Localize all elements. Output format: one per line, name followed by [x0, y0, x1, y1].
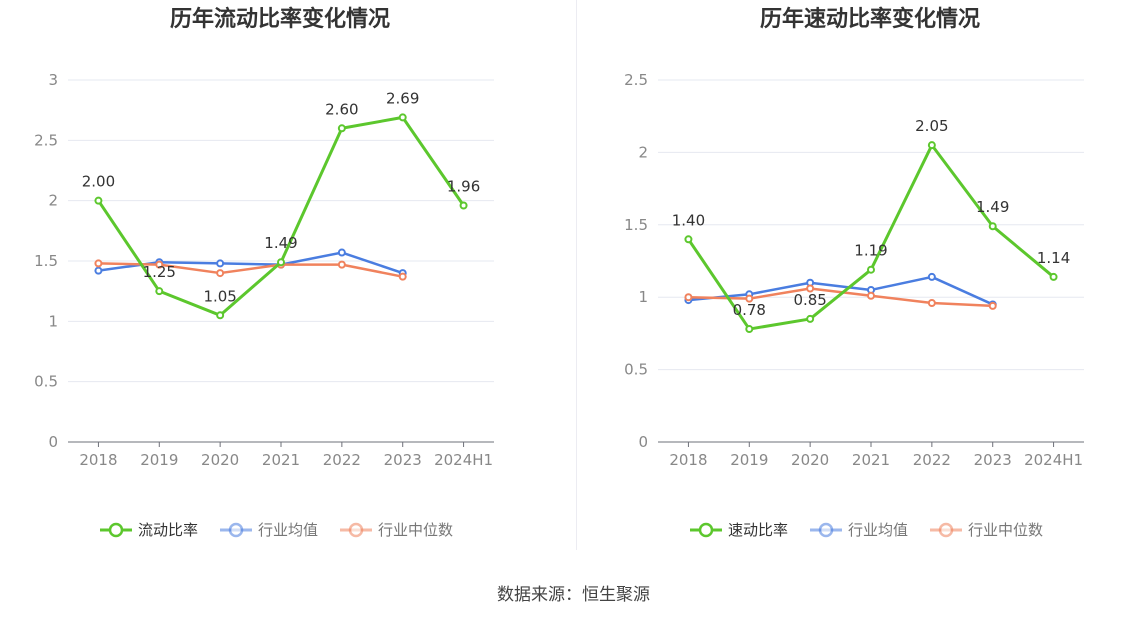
data-label-0-0: 2.00 — [82, 173, 115, 191]
legend-label-0-2: 行业中位数 — [378, 521, 453, 539]
data-label-1-6: 1.14 — [1037, 249, 1070, 267]
series-line-0-2 — [98, 262, 403, 278]
data-point-1-1-4 — [927, 272, 936, 281]
chart-title-0: 历年流动比率变化情况 — [170, 6, 390, 32]
data-point-1-0-5 — [988, 222, 997, 231]
data-point-1-2-5 — [988, 301, 997, 310]
x-tick-label-1-4: 2022 — [913, 451, 951, 469]
data-label-1-1: 0.78 — [733, 301, 766, 319]
y-tick-label-1-5: 2.5 — [624, 71, 648, 89]
legend-marker-0-1 — [228, 522, 244, 538]
data-point-0-2-0 — [94, 259, 103, 268]
data-label-0-4: 2.60 — [325, 100, 358, 118]
data-point-0-0-0 — [94, 196, 103, 205]
legend-marker-1-1 — [818, 522, 834, 538]
series-line-1-1 — [688, 275, 994, 306]
x-tick-label-0-2: 2020 — [201, 451, 239, 469]
y-tick-label-1-0: 0 — [638, 433, 648, 451]
data-point-0-1-4 — [337, 248, 346, 257]
legend-label-0-0: 流动比率 — [138, 521, 198, 539]
x-tick-label-0-5: 2023 — [384, 451, 422, 469]
data-point-1-0-1 — [745, 325, 754, 334]
x-tick-label-1-6: 2024H1 — [1024, 451, 1083, 469]
data-point-1-2-3 — [867, 291, 875, 300]
data-point-1-2-0 — [684, 293, 693, 302]
data-label-1-4: 2.05 — [915, 117, 948, 135]
data-label-0-1: 1.25 — [143, 263, 176, 281]
y-tick-label-0-4: 2 — [48, 192, 58, 210]
data-label-0-2: 1.05 — [203, 287, 236, 305]
legend-label-0-1: 行业均值 — [258, 521, 318, 539]
data-label-0-6: 1.96 — [447, 177, 480, 195]
y-tick-label-0-1: 0.5 — [34, 373, 58, 391]
data-point-1-0-0 — [684, 235, 693, 244]
data-point-0-0-2 — [216, 311, 225, 320]
data-label-1-2: 0.85 — [793, 291, 826, 309]
y-tick-label-0-5: 2.5 — [34, 131, 58, 149]
data-label-1-0: 1.40 — [672, 211, 705, 229]
x-tick-label-0-3: 2021 — [262, 451, 300, 469]
data-point-1-0-4 — [927, 141, 936, 150]
data-point-0-2-2 — [216, 269, 225, 278]
data-point-1-0-6 — [1049, 272, 1058, 281]
data-point-1-2-1 — [745, 294, 754, 303]
data-point-0-2-5 — [398, 272, 407, 281]
data-label-0-3: 1.49 — [264, 234, 297, 252]
data-point-0-2-1 — [155, 260, 164, 269]
panel-divider — [576, 0, 577, 550]
x-tick-label-1-3: 2021 — [852, 451, 890, 469]
data-point-0-0-4 — [337, 124, 346, 133]
data-point-1-2-2 — [806, 284, 815, 293]
legend-marker-0-0 — [108, 522, 124, 538]
x-tick-label-1-5: 2023 — [974, 451, 1012, 469]
data-point-0-0-6 — [459, 201, 468, 210]
legend-label-1-0: 速动比率 — [728, 521, 788, 539]
y-tick-label-0-2: 1 — [48, 312, 58, 330]
y-tick-label-0-3: 1.5 — [34, 252, 58, 270]
y-tick-label-1-2: 1 — [638, 288, 648, 306]
y-tick-label-1-1: 0.5 — [624, 361, 648, 379]
data-source-note: 数据来源：恒生聚源 — [497, 585, 650, 605]
x-tick-label-1-1: 2019 — [730, 451, 768, 469]
legend-marker-1-0 — [698, 522, 714, 538]
data-point-0-2-4 — [337, 260, 346, 269]
legend-label-1-1: 行业均值 — [848, 521, 908, 539]
data-point-0-0-5 — [398, 113, 407, 122]
legend-label-1-2: 行业中位数 — [968, 521, 1043, 539]
x-tick-label-1-0: 2018 — [669, 451, 707, 469]
x-tick-label-0-1: 2019 — [140, 451, 178, 469]
charts-canvas: 历年流动比率变化情况 0 0.5 1 1.5 2 2.5 3 2018 2019 2020 2021 2… — [34, 6, 1084, 539]
y-tick-label-0-0: 0 — [48, 433, 58, 451]
data-label-1-3: 1.19 — [854, 242, 887, 260]
series-line-1-2 — [688, 287, 993, 308]
legend-marker-0-2 — [348, 522, 364, 538]
y-tick-label-1-4: 2 — [638, 143, 648, 161]
data-point-1-0-2 — [806, 314, 815, 323]
data-label-1-5: 1.49 — [976, 198, 1009, 216]
data-point-0-0-1 — [155, 287, 164, 296]
x-tick-label-1-2: 2020 — [791, 451, 829, 469]
series-line-0-0 — [97, 115, 465, 317]
y-tick-label-1-3: 1.5 — [624, 216, 648, 234]
data-point-0-1-0 — [94, 266, 103, 275]
data-point-1-0-3 — [867, 265, 875, 274]
chart-title-1: 历年速动比率变化情况 — [760, 6, 980, 32]
data-point-1-2-4 — [927, 298, 936, 307]
x-tick-label-0-0: 2018 — [79, 451, 117, 469]
x-tick-label-0-6: 2024H1 — [434, 451, 493, 469]
data-label-0-5: 2.69 — [386, 89, 419, 107]
legend-marker-1-2 — [938, 522, 954, 538]
data-point-0-0-3 — [277, 258, 285, 267]
x-tick-label-0-4: 2022 — [323, 451, 361, 469]
data-point-0-1-2 — [216, 259, 225, 268]
y-tick-label-0-6: 3 — [48, 71, 58, 89]
